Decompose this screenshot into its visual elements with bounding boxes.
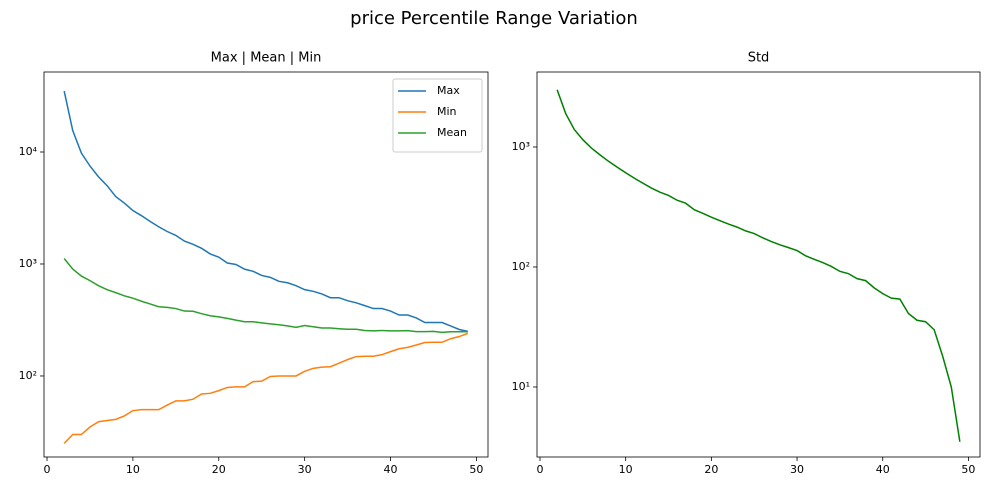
legend-label: Max xyxy=(437,84,460,97)
series-line xyxy=(63,257,468,334)
series-line xyxy=(556,89,961,442)
x-tick-label: 50 xyxy=(961,463,975,476)
axes-title: Max | Mean | Min xyxy=(211,51,322,66)
x-tick-label: 50 xyxy=(469,463,483,476)
x-tick-label: 40 xyxy=(384,463,398,476)
x-tick-label: 10 xyxy=(126,463,140,476)
series-line xyxy=(63,90,468,333)
x-tick-label: 40 xyxy=(876,463,890,476)
series-line xyxy=(63,332,469,444)
y-tick-label: 10¹ xyxy=(512,380,530,393)
axes-frame xyxy=(43,71,489,458)
legend-label: Mean xyxy=(437,126,467,139)
axes-frame xyxy=(536,71,981,458)
x-tick-label: 20 xyxy=(704,463,718,476)
y-tick-label: 10³ xyxy=(512,140,530,153)
x-tick-label: 10 xyxy=(619,463,633,476)
x-tick-label: 30 xyxy=(790,463,804,476)
x-tick-label: 0 xyxy=(44,463,51,476)
y-tick-label: 10³ xyxy=(19,257,37,270)
x-tick-label: 20 xyxy=(212,463,226,476)
y-tick-label: 10⁴ xyxy=(19,145,38,158)
y-tick-label: 10² xyxy=(19,369,37,382)
legend-label: Min xyxy=(437,105,457,118)
y-tick-label: 10² xyxy=(512,260,530,273)
x-tick-label: 30 xyxy=(298,463,312,476)
figure-title: price Percentile Range Variation xyxy=(350,8,638,29)
axes-title: Std xyxy=(748,51,770,66)
x-tick-label: 0 xyxy=(536,463,543,476)
